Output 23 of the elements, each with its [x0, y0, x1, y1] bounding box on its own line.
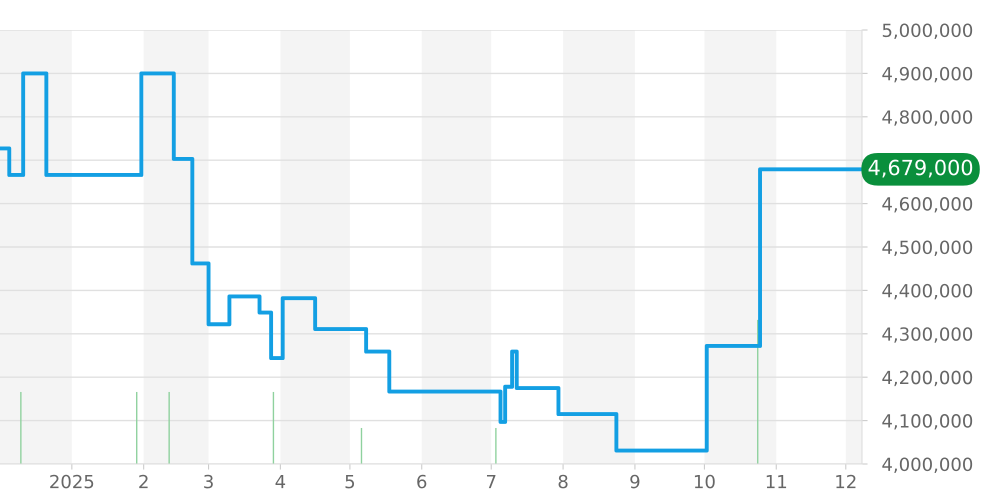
x-tick-label: 8 — [558, 474, 568, 488]
x-tick-label: 5 — [346, 474, 354, 488]
y-tick-label: 4,100,000 — [882, 414, 972, 430]
x-tick-label: 6 — [417, 474, 426, 488]
y-tick-label: 4,800,000 — [882, 110, 972, 126]
y-tick-label: 4,900,000 — [882, 66, 972, 82]
x-tick-label: 10 — [694, 474, 715, 488]
y-tick-label: 4,600,000 — [882, 197, 972, 213]
y-tick-label: 4,400,000 — [882, 284, 972, 300]
x-tick-label: 9 — [630, 474, 640, 488]
y-tick-label: 5,000,000 — [882, 23, 972, 39]
x-tick-label: 2 — [139, 474, 148, 488]
y-tick-label: 4,000,000 — [882, 457, 972, 473]
y-tick-label: 4,300,000 — [882, 327, 972, 343]
x-tick-label: 3 — [204, 474, 213, 488]
x-tick-label: 12 — [836, 474, 856, 488]
y-tick-label: 4,200,000 — [882, 370, 972, 386]
annotation: 4,679,000 — [868, 160, 972, 178]
x-tick-label: 11 — [766, 474, 786, 488]
y-tick-label: 4,500,000 — [882, 240, 972, 256]
x-tick-label: 4 — [276, 474, 286, 488]
x-tick-label: 7 — [486, 474, 496, 488]
x-tick-label: 2025 — [50, 474, 94, 488]
